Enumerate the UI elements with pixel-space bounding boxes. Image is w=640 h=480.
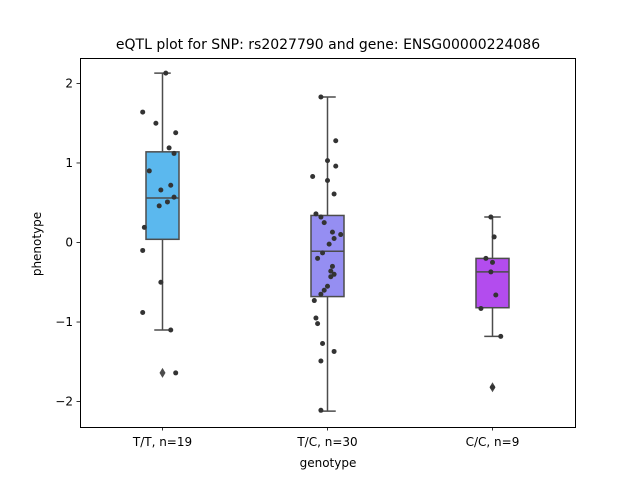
x-axis: T/T, n=19 T/C, n=30 C/C, n=9 (132, 427, 520, 449)
data-point (490, 259, 495, 265)
data-point (140, 247, 146, 253)
data-point (146, 168, 152, 174)
y-axis: 2 1 0 −1 −2 (55, 76, 80, 409)
plot-area (140, 70, 510, 413)
data-point (490, 384, 495, 390)
data-point (478, 306, 484, 312)
box-3 (475, 216, 510, 393)
x-tick-label: C/C, n=9 (466, 435, 520, 449)
data-point (140, 109, 146, 115)
x-tick-label: T/C, n=30 (296, 435, 357, 449)
x-axis-label: genotype (300, 456, 357, 470)
data-point (318, 94, 324, 100)
data-point (325, 177, 330, 183)
data-point (318, 291, 324, 297)
data-point (318, 407, 324, 413)
data-point (338, 232, 344, 238)
y-tick-label: 2 (65, 76, 73, 90)
iqr-box (310, 214, 345, 298)
data-point (331, 236, 337, 242)
data-point (333, 163, 339, 169)
data-point (333, 138, 339, 144)
data-point (320, 250, 326, 256)
data-point (488, 214, 494, 220)
data-point (329, 229, 335, 235)
iqr-box (475, 257, 510, 309)
outlier-marker (159, 367, 166, 378)
chart-title: eQTL plot for SNP: rs2027790 and gene: E… (116, 37, 540, 53)
data-point (331, 271, 337, 277)
data-point (168, 327, 174, 333)
data-point (158, 187, 164, 193)
data-point (331, 191, 337, 197)
y-axis-label: phenotype (30, 212, 44, 276)
data-point (321, 287, 327, 293)
data-point (326, 241, 332, 247)
data-point (321, 220, 327, 226)
data-point (171, 150, 177, 156)
y-tick-label: 0 (65, 236, 73, 250)
data-point (164, 199, 170, 205)
data-point (318, 214, 324, 220)
box-1 (145, 72, 180, 378)
data-point (156, 203, 162, 209)
data-point (328, 268, 334, 274)
data-point (315, 321, 321, 327)
data-point (488, 269, 494, 275)
data-point (166, 145, 172, 151)
data-point (153, 120, 159, 126)
data-point (313, 211, 319, 217)
data-point (329, 263, 335, 269)
data-point (173, 130, 179, 136)
box-2 (310, 96, 345, 412)
y-tick-label: −2 (55, 395, 73, 409)
data-point (318, 358, 324, 364)
data-point (331, 348, 337, 354)
data-point (483, 255, 489, 261)
y-tick-label: 1 (65, 156, 73, 170)
data-point (315, 255, 321, 261)
data-point (311, 298, 317, 304)
data-point (491, 234, 497, 240)
data-point (325, 158, 330, 164)
x-tick-label: T/T, n=19 (132, 435, 192, 449)
data-point (158, 279, 164, 285)
data-point (140, 309, 146, 315)
data-point (498, 333, 504, 339)
data-point (163, 70, 169, 76)
data-point (171, 194, 177, 200)
data-point (325, 283, 330, 289)
data-point (141, 224, 147, 230)
data-point (320, 340, 326, 346)
data-point (493, 292, 499, 298)
data-point (168, 182, 174, 188)
data-point (310, 173, 316, 179)
plot-frame (80, 58, 576, 428)
data-point (173, 370, 179, 376)
y-tick-label: −1 (55, 315, 73, 329)
data-point (313, 315, 319, 321)
